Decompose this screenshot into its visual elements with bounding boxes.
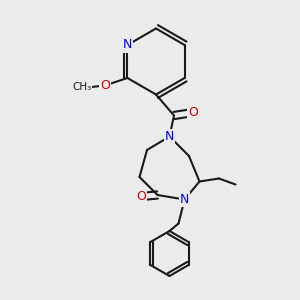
Text: O: O — [136, 190, 146, 203]
Text: N: N — [180, 193, 189, 206]
Text: O: O — [189, 106, 198, 119]
Text: CH₃: CH₃ — [72, 82, 92, 92]
Text: O: O — [100, 79, 110, 92]
Text: N: N — [165, 130, 174, 143]
Text: N: N — [123, 38, 132, 52]
